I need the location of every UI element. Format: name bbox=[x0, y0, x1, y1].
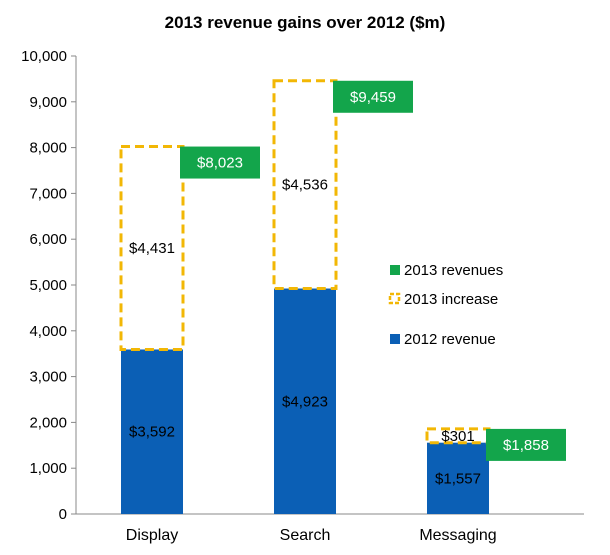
label-2013-increase: $301 bbox=[441, 428, 474, 445]
y-tick-label: 0 bbox=[59, 506, 67, 523]
y-tick-label: 5,000 bbox=[29, 277, 67, 294]
legend-2013-revenues-swatch bbox=[390, 265, 400, 275]
label-2013-increase: $4,536 bbox=[282, 177, 328, 194]
label-2013-revenues: $9,459 bbox=[350, 89, 396, 106]
bar-2012-revenue bbox=[274, 288, 336, 514]
legend-2012-revenue-label: 2012 revenue bbox=[404, 331, 496, 348]
legend: 2013 revenues 2013 increase 2012 revenue bbox=[388, 262, 503, 348]
y-tick-label: 7,000 bbox=[29, 185, 67, 202]
y-tick-label: 8,000 bbox=[29, 140, 67, 157]
bar-2012-revenue bbox=[427, 442, 489, 514]
y-tick-label: 4,000 bbox=[29, 323, 67, 340]
legend-2013-increase-label: 2013 increase bbox=[404, 291, 498, 308]
label-2013-increase: $4,431 bbox=[129, 240, 175, 257]
y-axis-ticks: 0 1,000 2,000 3,000 4,000 5,000 6,000 7,000 8,00… bbox=[21, 48, 76, 523]
category-label: Messaging bbox=[419, 527, 496, 544]
label-2012-revenue: $1,557 bbox=[435, 470, 481, 487]
legend-2013-revenues-label: 2013 revenues bbox=[404, 262, 503, 279]
bars: $3,592 $4,431 $8,023 $4,923 $4,536 $9,459 $1,5… bbox=[119, 79, 566, 514]
category-labels: Display Search Messaging bbox=[126, 527, 497, 544]
box-2013-revenues bbox=[333, 80, 413, 113]
box-2013-revenues bbox=[486, 428, 566, 461]
label-2013-revenues: $1,858 bbox=[503, 437, 549, 454]
box-2013-increase bbox=[272, 79, 338, 291]
y-tick-label: 9,000 bbox=[29, 94, 67, 111]
box-2013-revenues bbox=[180, 146, 260, 179]
box-2013-increase bbox=[425, 427, 491, 445]
y-tick-label: 6,000 bbox=[29, 231, 67, 248]
y-tick-label: 1,000 bbox=[29, 460, 67, 477]
y-tick-label: 2,000 bbox=[29, 414, 67, 431]
label-2012-revenue: $3,592 bbox=[129, 424, 175, 441]
label-2012-revenue: $4,923 bbox=[282, 393, 328, 410]
y-tick-label: 10,000 bbox=[21, 48, 67, 65]
legend-2012-revenue-swatch bbox=[390, 334, 400, 344]
y-tick-label: 3,000 bbox=[29, 369, 67, 386]
legend-2013-increase-swatch bbox=[388, 292, 401, 305]
chart-title: 2013 revenue gains over 2012 ($m) bbox=[165, 13, 446, 32]
category-label: Display bbox=[126, 527, 178, 544]
box-2013-increase bbox=[119, 145, 185, 351]
category-label: Search bbox=[280, 527, 331, 544]
label-2013-revenues: $8,023 bbox=[197, 155, 243, 172]
bar-2012-revenue bbox=[121, 349, 183, 514]
